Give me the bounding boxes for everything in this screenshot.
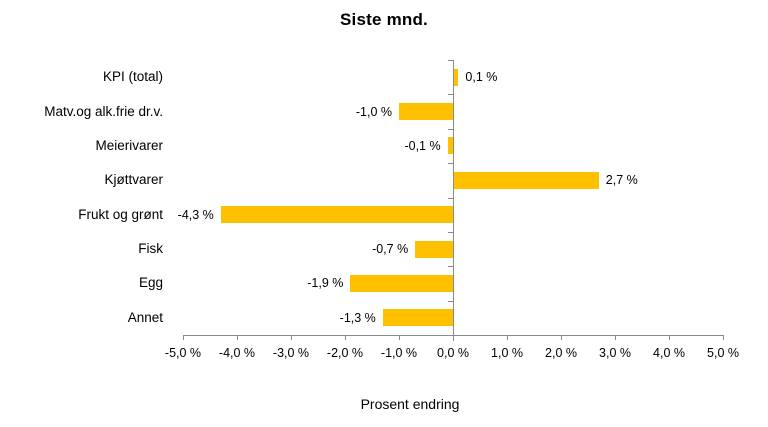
bar (220, 206, 453, 224)
y-tick (448, 128, 453, 130)
bar (350, 274, 453, 292)
y-tick (448, 94, 453, 96)
y-tick (448, 231, 453, 233)
category-label: Frukt og grønt (78, 206, 163, 222)
bar (447, 137, 453, 155)
category-label: Matv.og alk.frie dr.v. (44, 103, 163, 119)
data-label: -1,9 % (307, 276, 344, 291)
x-tick (399, 335, 400, 340)
x-tick (291, 335, 292, 340)
x-tick (615, 335, 616, 340)
x-tick-label: 5,0 % (707, 346, 739, 360)
x-tick-label: -1,0 % (380, 346, 418, 360)
category-label: Fisk (138, 241, 163, 257)
x-tick-label: 2,0 % (545, 346, 577, 360)
y-tick (448, 300, 453, 302)
category-label: Meierivarer (95, 137, 163, 153)
category-label: Egg (138, 275, 163, 291)
x-tick (453, 335, 454, 340)
y-tick (448, 60, 453, 61)
x-tick-label: -4,0 % (218, 346, 256, 360)
bar (399, 103, 453, 121)
x-tick-label: 3,0 % (599, 346, 631, 360)
data-label: -0,1 % (404, 138, 441, 153)
x-tick (507, 335, 508, 340)
data-label: 2,7 % (605, 173, 638, 188)
x-tick (345, 335, 346, 340)
data-label: -1,0 % (355, 104, 392, 119)
x-tick-label: 4,0 % (653, 346, 685, 360)
x-tick-label: -5,0 % (164, 346, 202, 360)
x-tick-label: 1,0 % (491, 346, 523, 360)
bar (382, 309, 453, 327)
x-tick-label: -3,0 % (272, 346, 310, 360)
category-label: Annet (127, 309, 163, 325)
x-tick (723, 335, 724, 340)
bar (453, 171, 599, 189)
data-label: -1,3 % (339, 310, 376, 325)
bar (453, 68, 459, 86)
data-label: -0,7 % (372, 242, 409, 257)
category-label: Kjøttvarer (104, 172, 163, 188)
data-label: 0,1 % (465, 70, 498, 85)
y-tick (448, 163, 453, 165)
bar (415, 240, 453, 258)
x-axis-title: Prosent endring (360, 396, 460, 412)
x-tick-label: -2,0 % (326, 346, 364, 360)
x-tick (669, 335, 670, 340)
x-tick (183, 335, 184, 340)
chart-title: Siste mnd. (340, 10, 428, 29)
x-tick-label: 0,0 % (437, 346, 469, 360)
data-label: -4,3 % (177, 207, 214, 222)
x-tick (561, 335, 562, 340)
y-axis-line (453, 60, 454, 341)
x-tick (237, 335, 238, 340)
y-tick (448, 335, 453, 336)
y-tick (448, 197, 453, 199)
y-tick (448, 266, 453, 268)
category-label: KPI (total) (102, 69, 163, 85)
